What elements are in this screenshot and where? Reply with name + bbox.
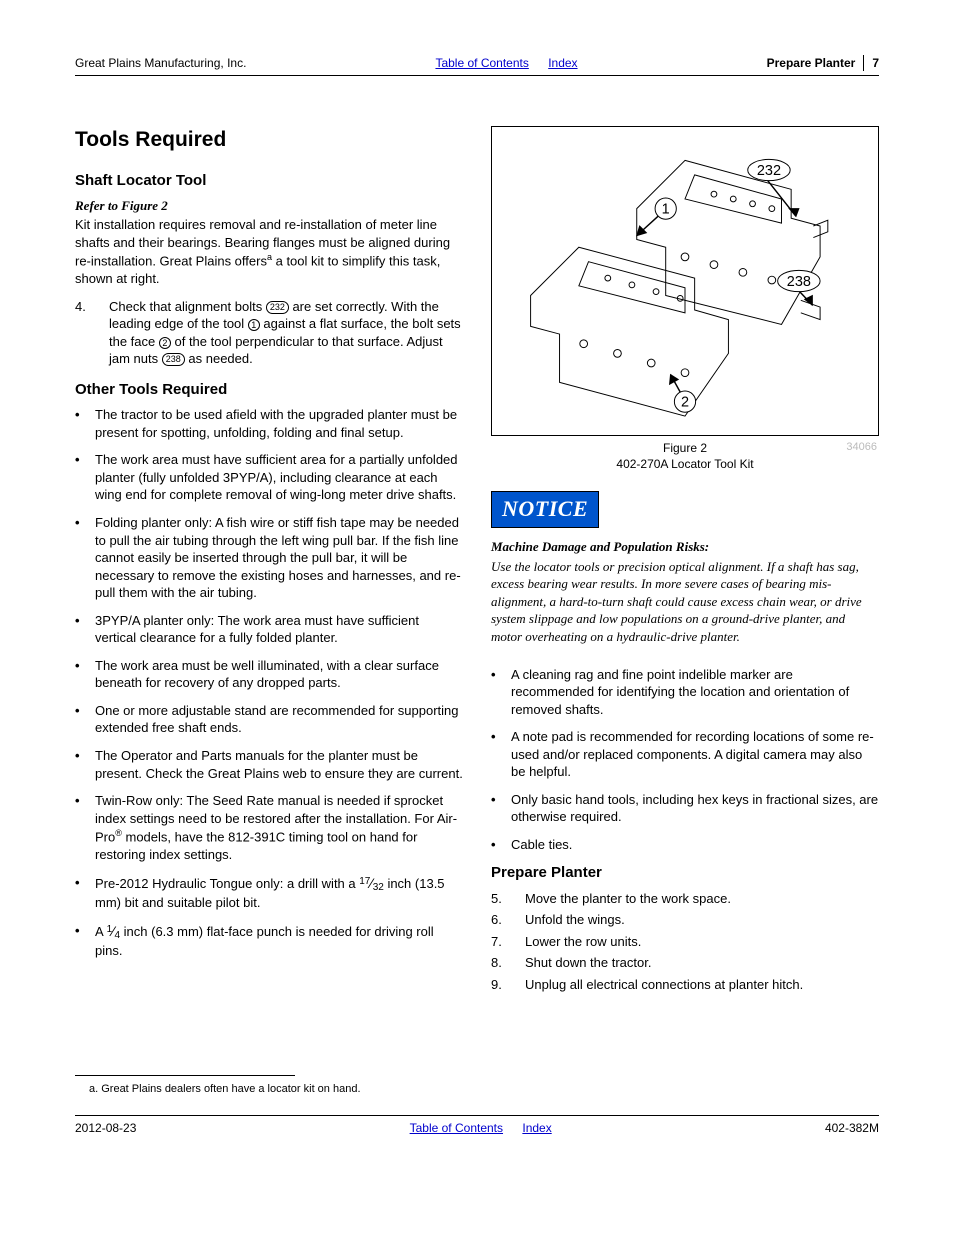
footnote-a: a. Great Plains dealers often have a loc… [75, 1082, 879, 1097]
svg-text:2: 2 [681, 395, 689, 411]
tools-required-heading: Tools Required [75, 126, 463, 154]
notice-title: Machine Damage and Population Risks: [491, 538, 879, 556]
shaft-locator-heading: Shaft Locator Tool [75, 171, 463, 191]
bullet-rag: A cleaning rag and fine point indelible … [491, 666, 879, 719]
bullet-folding: Folding planter only: A fish wire or sti… [75, 514, 463, 602]
bullet-illum: The work area must be well illuminated, … [75, 657, 463, 692]
footer-rule [75, 1115, 879, 1116]
figure-2-box: 232 238 1 2 [491, 126, 879, 436]
step-5: 5.Move the planter to the work space. [491, 890, 879, 908]
step-4-text: Check that alignment bolts 232 are set c… [109, 298, 463, 368]
header-divider [863, 55, 864, 71]
step-8: 8.Shut down the tractor. [491, 954, 879, 972]
notice-body: Use the locator tools or precision optic… [491, 558, 879, 646]
refer-figure: Refer to Figure 2 [75, 197, 463, 215]
prepare-planter-heading: Prepare Planter [491, 863, 879, 883]
callout-2: 2 [159, 337, 171, 349]
callout-238: 238 [162, 353, 185, 366]
step-4-num: 4. [75, 298, 109, 368]
footnote-rule [75, 1075, 295, 1076]
header-nav: Table of Contents Index [427, 55, 585, 71]
bullet-drill: Pre-2012 Hydraulic Tongue only: a drill … [75, 874, 463, 912]
figure-title: 402-270A Locator Tool Kit [616, 457, 753, 471]
footer-doc-id: 402-382M [825, 1120, 879, 1136]
bullet-3pyp: 3PYP/A planter only: The work area must … [75, 612, 463, 647]
callout-232: 232 [266, 301, 289, 314]
index-link[interactable]: Index [548, 56, 577, 70]
right-column: 232 238 1 2 Figure 2 34066 402-270A Loca… [491, 126, 879, 1005]
step-7: 7.Lower the row units. [491, 933, 879, 951]
header-page-num: 7 [872, 55, 879, 71]
svg-text:238: 238 [787, 274, 811, 290]
shaft-intro: Kit installation requires removal and re… [75, 216, 463, 288]
toc-link[interactable]: Table of Contents [435, 56, 528, 70]
figure-label: Figure 2 [663, 441, 707, 455]
bullet-stand: One or more adjustable stand are recomme… [75, 702, 463, 737]
bullet-punch: A 1⁄4 inch (6.3 mm) flat-face punch is n… [75, 922, 463, 960]
svg-text:1: 1 [662, 202, 670, 218]
svg-text:232: 232 [757, 163, 781, 179]
left-column: Tools Required Shaft Locator Tool Refer … [75, 126, 463, 1005]
header-section: Prepare Planter [767, 55, 856, 71]
bullet-handtools: Only basic hand tools, including hex key… [491, 791, 879, 826]
registered-mark: ® [115, 828, 122, 838]
figure-id: 34066 [846, 440, 877, 455]
figure-2-caption: Figure 2 34066 402-270A Locator Tool Kit [491, 440, 879, 472]
footer-toc-link[interactable]: Table of Contents [410, 1121, 503, 1135]
notice-label: NOTICE [491, 491, 599, 529]
step-6: 6.Unfold the wings. [491, 911, 879, 929]
step-9: 9.Unplug all electrical connections at p… [491, 976, 879, 994]
step-4: 4. Check that alignment bolts 232 are se… [75, 298, 463, 368]
bullet-cableties: Cable ties. [491, 836, 879, 854]
bullet-manuals: The Operator and Parts manuals for the p… [75, 747, 463, 782]
bullet-notepad: A note pad is recommended for recording … [491, 728, 879, 781]
locator-tool-diagram: 232 238 1 2 [492, 127, 878, 435]
bullet-tractor: The tractor to be used afield with the u… [75, 406, 463, 441]
callout-1: 1 [248, 319, 260, 331]
bullet-work-area: The work area must have sufficient area … [75, 451, 463, 504]
header-company: Great Plains Manufacturing, Inc. [75, 55, 246, 71]
footer-index-link[interactable]: Index [522, 1121, 551, 1135]
header-rule [75, 75, 879, 76]
other-tools-heading: Other Tools Required [75, 380, 463, 400]
bullet-twinrow: Twin-Row only: The Seed Rate manual is n… [75, 792, 463, 864]
page-footer: 2012-08-23 Table of Contents Index 402-3… [75, 1120, 879, 1136]
page-header: Great Plains Manufacturing, Inc. Table o… [75, 55, 879, 71]
footer-date: 2012-08-23 [75, 1120, 136, 1136]
